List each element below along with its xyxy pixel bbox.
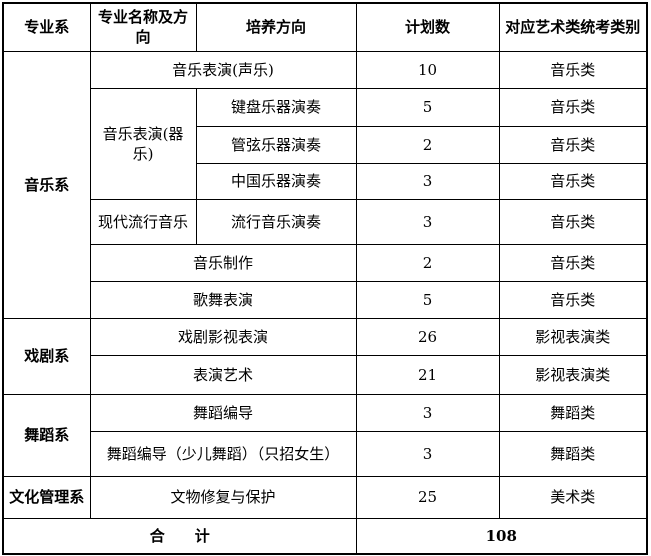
- cell-plan: 25: [355, 475, 500, 519]
- table-row: 表演艺术 21 影视表演类: [3, 354, 648, 395]
- header-direction: 培养方向: [195, 2, 357, 52]
- table-row: 文化管理系 文物修复与保护 25 美术类: [2, 475, 648, 519]
- total-value: 108: [355, 517, 648, 555]
- cell-program: 歌舞表演: [89, 280, 357, 319]
- total-row: 合 计 108: [2, 517, 648, 555]
- cell-category: 影视表演类: [498, 354, 648, 395]
- cell-direction: 流行音乐演奏: [195, 198, 357, 245]
- cell-category: 舞蹈类: [498, 393, 648, 432]
- table-row: 舞蹈系 舞蹈编导 3 舞蹈类: [2, 393, 648, 477]
- cell-category: 音乐类: [498, 87, 648, 127]
- cell-category: 音乐类: [498, 162, 648, 200]
- cell-plan: 3: [355, 393, 500, 432]
- table-row: 音乐制作 2 音乐类: [3, 243, 648, 282]
- cell-department-drama: 戏剧系: [2, 317, 91, 395]
- cell-category: 音乐类: [498, 243, 648, 282]
- cell-department-music: 音乐系: [2, 50, 91, 319]
- table-row: 管弦乐器演奏 2 音乐类: [3, 125, 648, 164]
- cell-program: 舞蹈编导: [89, 393, 357, 432]
- cell-group-instrumental: 音乐表演(器乐): [89, 87, 197, 200]
- cell-department-dance: 舞蹈系: [2, 393, 91, 477]
- table-row: 歌舞表演 5 音乐类: [3, 280, 648, 319]
- table-row: 音乐表演(器乐) 键盘乐器演奏 5 音乐类: [3, 87, 648, 200]
- cell-plan: 5: [355, 280, 500, 319]
- cell-program: 舞蹈编导（少儿舞蹈）（只招女生）: [89, 430, 357, 477]
- cell-program: 音乐制作: [89, 243, 357, 282]
- table-row: 音乐系 音乐表演(声乐) 10 音乐类: [2, 50, 648, 319]
- table-row: 舞蹈编导（少儿舞蹈）（只招女生） 3 舞蹈类: [3, 430, 648, 477]
- header-category: 对应艺术类统考类别: [498, 2, 648, 52]
- cell-direction: 管弦乐器演奏: [195, 125, 357, 164]
- cell-category: 音乐类: [498, 198, 648, 245]
- cell-direction: 中国乐器演奏: [195, 162, 357, 200]
- cell-program: 表演艺术: [89, 354, 357, 395]
- header-row: 专业系 专业名称及方向 培养方向 计划数 对应艺术类统考类别: [2, 2, 648, 52]
- cell-program: 戏剧影视表演: [89, 317, 357, 356]
- header-major-name: 专业名称及方向: [89, 2, 197, 52]
- cell-plan: 2: [355, 125, 500, 164]
- total-label: 合 计: [2, 517, 357, 555]
- cell-program: 音乐表演(声乐): [89, 50, 357, 89]
- cell-program: 文物修复与保护: [89, 475, 357, 519]
- cell-plan: 3: [355, 162, 500, 200]
- cell-department-cultural-management: 文化管理系: [2, 475, 91, 519]
- header-department: 专业系: [2, 2, 91, 52]
- cell-category: 音乐类: [498, 125, 648, 164]
- cell-category: 影视表演类: [498, 317, 648, 356]
- cell-plan: 5: [355, 87, 500, 127]
- table-row: 现代流行音乐 流行音乐演奏 3 音乐类: [3, 198, 648, 245]
- cell-category: 美术类: [498, 475, 648, 519]
- cell-plan: 10: [355, 50, 500, 89]
- cell-category: 音乐类: [498, 280, 648, 319]
- header-plan: 计划数: [355, 2, 500, 52]
- cell-plan: 21: [355, 354, 500, 395]
- cell-category: 音乐类: [498, 50, 648, 89]
- cell-plan: 2: [355, 243, 500, 282]
- cell-plan: 3: [355, 198, 500, 245]
- table-row: 戏剧系 戏剧影视表演 26 影视表演类: [2, 317, 648, 395]
- cell-direction: 键盘乐器演奏: [195, 87, 357, 127]
- cell-category: 舞蹈类: [498, 430, 648, 477]
- cell-group-pop-music: 现代流行音乐: [89, 198, 197, 245]
- cell-plan: 26: [355, 317, 500, 356]
- cell-plan: 3: [355, 430, 500, 477]
